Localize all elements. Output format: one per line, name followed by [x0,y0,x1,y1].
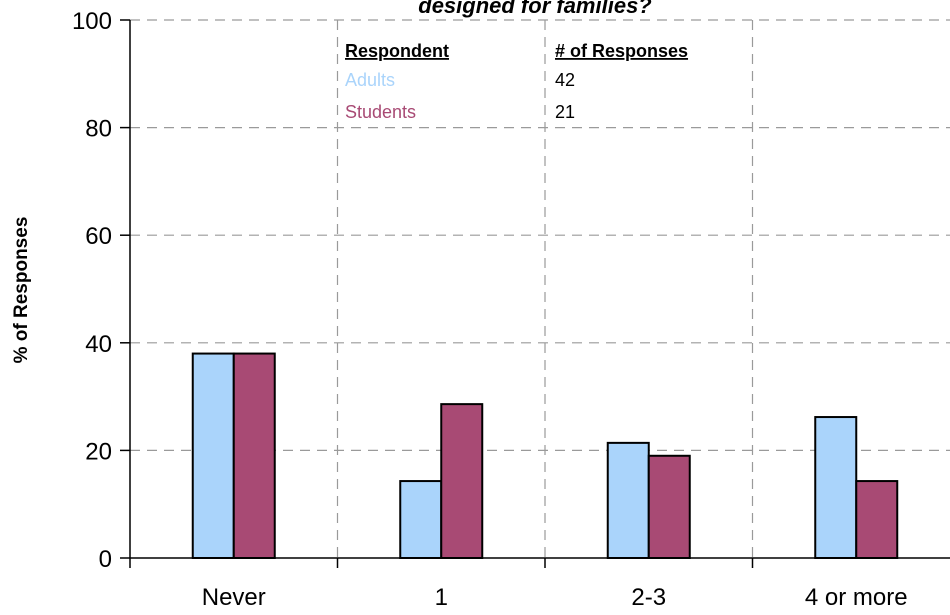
chart-title: designed for families? [418,0,652,18]
x-tick-labels: Never 1 2-3 4 or more [202,584,908,611]
y-tick-label-20: 20 [85,438,112,465]
x-tick-label-0: Never [202,584,266,611]
bar-students-2 [647,454,691,559]
legend-header-respondent: Respondent [345,41,449,61]
legend-header-responses: # of Responses [555,41,688,61]
bar-adults-2 [606,441,650,560]
bar-students-0 [232,352,276,559]
bar-adults-0 [191,352,235,559]
y-axis-label: % of Responses [11,217,32,364]
y-tick-label-40: 40 [85,331,112,358]
bar-students-1 [440,403,484,559]
legend: Respondent # of Responses Adults 42 Stud… [345,41,688,122]
x-tick-label-3: 4 or more [805,584,908,611]
y-tick-labels: 0 20 40 60 80 100 [72,8,112,573]
y-tick-label-0: 0 [99,546,112,573]
bar-adults-3 [814,416,858,559]
legend-label-students: Students [345,102,416,122]
y-tick-label-100: 100 [72,8,112,35]
bar-adults-1 [399,480,443,560]
bar-students-3 [855,480,899,560]
y-tick-label-80: 80 [85,116,112,143]
x-tick-label-1: 1 [435,584,448,611]
legend-count-adults: 42 [555,70,575,90]
legend-count-students: 21 [555,102,575,122]
y-tick-label-60: 60 [85,223,112,250]
axes [120,19,950,568]
gridlines [130,19,950,558]
legend-label-adults: Adults [345,70,395,90]
x-tick-label-2: 2-3 [631,584,666,611]
